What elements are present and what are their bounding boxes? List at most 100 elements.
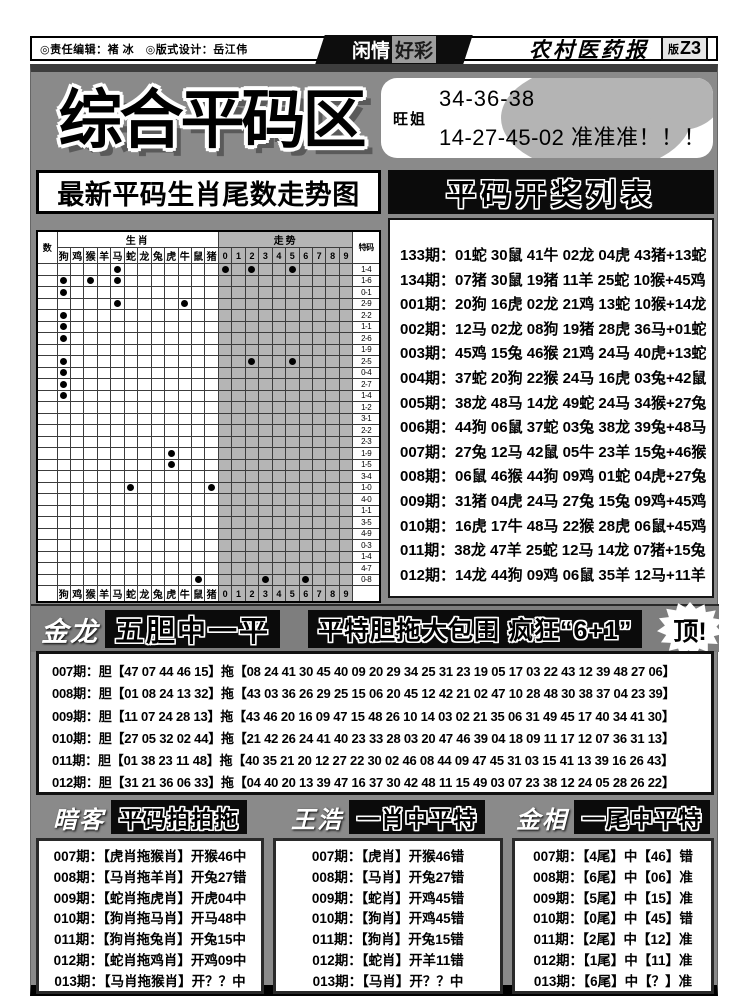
grid-cell	[150, 527, 166, 540]
grid-cell	[298, 527, 313, 540]
grid-cell	[177, 458, 192, 471]
grid-cell	[36, 401, 58, 414]
grid-cell	[204, 470, 219, 483]
grid-cell	[96, 274, 112, 287]
grid-cell	[204, 320, 219, 333]
grid-cell	[69, 286, 85, 299]
grid-cell	[204, 378, 219, 391]
grid-cell: 2	[244, 585, 260, 603]
grid-cell	[190, 424, 206, 437]
grid-cell	[36, 343, 58, 356]
grid-cell	[190, 562, 206, 575]
tip-header-anke: 暗客 平码拍拍拖	[36, 800, 264, 835]
grid-cell	[325, 539, 340, 552]
grid-cell	[258, 378, 273, 391]
grid-cell	[271, 274, 287, 287]
grid-cell	[150, 573, 166, 586]
grid-cell	[325, 366, 340, 379]
grid-cell	[244, 297, 260, 310]
result-row: 004期：37蛇 20狗 22猴 24马 16虎 03兔+42鼠	[400, 369, 707, 387]
grid-cell	[137, 516, 152, 529]
grid-cell	[164, 573, 179, 586]
grid-cell: 0	[217, 247, 233, 264]
grid-cell	[137, 504, 152, 517]
grid-cell	[96, 527, 112, 540]
grid-cell	[36, 447, 58, 460]
grid-cell	[36, 470, 58, 483]
grid-cell	[271, 516, 287, 529]
grid-cell	[285, 516, 300, 529]
grid-cell	[231, 573, 246, 586]
grid-cell: 1-4	[352, 389, 381, 402]
grid-cell	[271, 355, 287, 368]
grid-cell	[83, 320, 98, 333]
grid-cell	[150, 481, 166, 494]
main-panel: 综合平码区 旺姐 34-36-38 14-27-45-02 准准准！！！ 最新平…	[30, 64, 723, 996]
grid-cell	[69, 527, 85, 540]
tipster-name: 旺姐	[393, 111, 428, 128]
grid-cell	[231, 481, 246, 494]
grid-cell: 1-1	[352, 504, 381, 517]
grid-cell	[123, 550, 139, 563]
grid-cell: 6	[298, 585, 313, 603]
grid-cell	[123, 516, 139, 529]
grid-cell	[231, 550, 246, 563]
grid-cell	[258, 355, 273, 368]
grid-cell	[258, 286, 273, 299]
grid-cell	[311, 504, 327, 517]
grid-cell	[69, 424, 85, 437]
grid-cell	[137, 389, 152, 402]
grid-cell	[83, 493, 98, 506]
grid-cell	[190, 332, 206, 345]
tip-title-text: 平码拍拍拖	[119, 806, 239, 832]
grid-cell	[311, 516, 327, 529]
grid-cell: 兔	[150, 247, 166, 264]
banner-box-2-text: 平特胆拖大包围 疯狂“6+1”	[318, 617, 633, 645]
grid-cell	[96, 366, 112, 379]
grid-cell	[190, 539, 206, 552]
grid-cell	[217, 309, 233, 322]
grid-cell	[150, 447, 166, 460]
grid-cell: 走势	[217, 230, 354, 248]
grid-cell	[137, 401, 152, 414]
grid-cell	[123, 263, 139, 276]
grid-cell	[190, 286, 206, 299]
grid-cell: 1-9	[352, 447, 381, 460]
grid-cell	[190, 297, 206, 310]
grid-cell	[231, 470, 246, 483]
grid-cell	[298, 366, 313, 379]
grid-cell: 1	[231, 585, 246, 603]
grid-cell	[271, 320, 287, 333]
grid-cell	[150, 550, 166, 563]
grid-cell	[217, 527, 233, 540]
dot	[288, 357, 296, 365]
grid-cell	[137, 458, 152, 471]
grid-cell	[137, 355, 152, 368]
grid-cell: 鼠	[190, 247, 206, 264]
grid-cell	[298, 355, 313, 368]
grid-cell	[110, 309, 125, 322]
grid-cell	[231, 424, 246, 437]
grid-cell	[110, 470, 125, 483]
grid-cell	[285, 435, 300, 448]
grid-cell	[285, 297, 300, 310]
grid-cell	[352, 585, 381, 603]
grid-cell	[83, 458, 98, 471]
grid-cell	[244, 286, 260, 299]
grid-cell	[123, 493, 139, 506]
dot	[248, 357, 256, 365]
grid-cell	[325, 297, 340, 310]
grid-cell	[231, 343, 246, 356]
grid-cell	[56, 504, 72, 517]
grid-cell	[204, 297, 219, 310]
grid-cell	[56, 286, 72, 299]
grid-cell	[325, 527, 340, 540]
grid-cell	[36, 263, 58, 276]
grid-cell	[164, 320, 179, 333]
grid-cell	[231, 332, 246, 345]
grid-cell	[123, 481, 139, 494]
grid-cell	[325, 493, 340, 506]
grid-cell	[137, 527, 152, 540]
grid-cell	[123, 343, 139, 356]
grid-cell	[217, 481, 233, 494]
